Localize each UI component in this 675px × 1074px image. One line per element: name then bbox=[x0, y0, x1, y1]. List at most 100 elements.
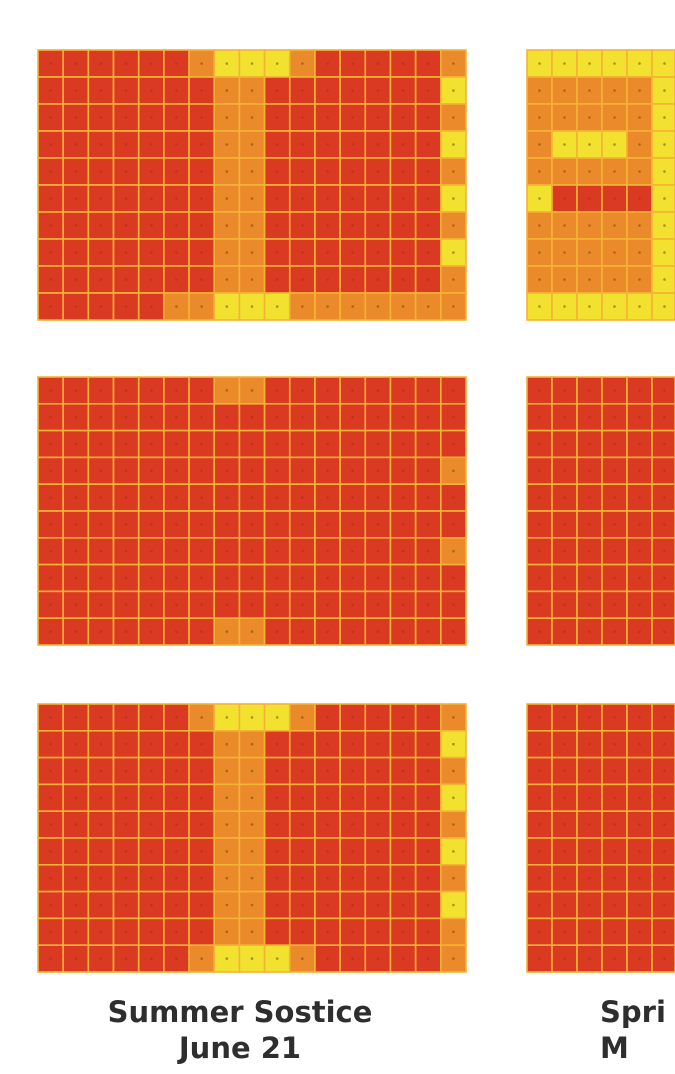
grid-cell-marker bbox=[663, 224, 666, 227]
grid-cell-marker bbox=[613, 576, 616, 580]
grid-cell-marker bbox=[638, 549, 641, 553]
grid-cell-marker bbox=[663, 251, 666, 254]
grid-cell-marker bbox=[613, 116, 616, 119]
grid-cell-marker bbox=[326, 630, 329, 633]
grid-cell-marker bbox=[563, 442, 566, 446]
grid-cell-marker bbox=[175, 630, 178, 633]
grid-cell-marker bbox=[351, 143, 355, 146]
grid-cell-marker bbox=[376, 769, 380, 773]
grid-cell-marker bbox=[175, 170, 178, 173]
grid-cell-marker bbox=[588, 630, 591, 633]
grid-cell-marker bbox=[538, 523, 541, 526]
grid-cell-marker bbox=[538, 496, 541, 499]
grid-cell-marker bbox=[149, 278, 153, 281]
grid-cell-marker bbox=[200, 850, 203, 853]
grid-cell-marker bbox=[638, 576, 641, 580]
grid-cell-marker bbox=[351, 251, 355, 254]
grid-cell-marker bbox=[426, 496, 430, 499]
grid-cell-marker bbox=[426, 850, 430, 853]
grid-cell-marker bbox=[588, 850, 591, 853]
grid-cell-marker bbox=[588, 251, 591, 254]
grid-cell-marker bbox=[588, 742, 591, 746]
grid-cell-marker bbox=[376, 742, 380, 746]
grid-cell-marker bbox=[538, 251, 541, 254]
grid-cell-marker bbox=[613, 957, 616, 960]
grid-cell-marker bbox=[452, 769, 455, 773]
grid-cell-marker bbox=[49, 957, 52, 960]
grid-cell-marker bbox=[401, 62, 405, 65]
grid-cell-marker bbox=[638, 496, 641, 499]
grid-cell-marker bbox=[426, 251, 430, 254]
grid-cell-marker bbox=[452, 389, 455, 392]
grid-cell-marker bbox=[275, 305, 279, 308]
grid-cell-marker bbox=[638, 823, 641, 826]
grid-cell-marker bbox=[250, 415, 254, 419]
grid-cell bbox=[389, 483, 417, 512]
grid-cell-marker bbox=[149, 469, 153, 473]
grid-cell-marker bbox=[99, 796, 103, 800]
grid-cell-marker bbox=[426, 305, 430, 308]
grid-cell-marker bbox=[124, 876, 128, 880]
grid-cell-marker bbox=[49, 742, 52, 746]
grid-cell-marker bbox=[638, 389, 641, 392]
grid-cell-marker bbox=[401, 549, 405, 553]
grid-cell-marker bbox=[638, 89, 641, 92]
grid-cell-marker bbox=[638, 469, 641, 473]
grid-cell-marker bbox=[538, 823, 541, 826]
grid-cell-marker bbox=[588, 523, 591, 526]
grid-cell-marker bbox=[426, 224, 430, 227]
grid-cell-marker bbox=[638, 796, 641, 800]
grid-cell-marker bbox=[351, 389, 355, 392]
grid-cell-marker bbox=[225, 742, 229, 746]
grid-cell-marker bbox=[613, 143, 616, 146]
grid-cell-marker bbox=[663, 305, 666, 308]
grid-cell-marker bbox=[175, 742, 178, 746]
grid-cell-marker bbox=[175, 89, 178, 92]
grid-cell-marker bbox=[74, 576, 78, 580]
grid-cell-marker bbox=[426, 603, 430, 607]
grid-cell-marker bbox=[538, 957, 541, 960]
grid-cell-marker bbox=[452, 278, 455, 281]
grid-cell bbox=[112, 402, 140, 432]
grid-cell-marker bbox=[326, 442, 329, 446]
grid-cell-marker bbox=[49, 716, 52, 719]
grid-cell-marker bbox=[426, 823, 430, 826]
grid-cell-marker bbox=[200, 742, 203, 746]
grid-cell-marker bbox=[351, 850, 355, 853]
grid-cell-marker bbox=[613, 716, 616, 719]
grid-cell-marker bbox=[74, 769, 78, 773]
grid-cell-marker bbox=[351, 170, 355, 173]
grid-cell-marker bbox=[175, 549, 178, 553]
grid-cell-marker bbox=[301, 876, 304, 880]
grid-cell-marker bbox=[326, 469, 329, 473]
grid-cell-marker bbox=[275, 796, 279, 800]
grid-cell-marker bbox=[149, 603, 153, 607]
grid-cell-marker bbox=[538, 224, 541, 227]
grid-cell-marker bbox=[351, 116, 355, 119]
grid-cell-marker bbox=[452, 224, 455, 227]
grid-cell-marker bbox=[638, 603, 641, 607]
grid-cell-marker bbox=[538, 742, 541, 746]
grid-cell-marker bbox=[588, 389, 591, 392]
grid-cell-marker bbox=[663, 630, 666, 633]
grid-cell-marker bbox=[376, 930, 380, 934]
grid-cell-marker bbox=[149, 930, 153, 934]
grid-cell-marker bbox=[74, 523, 78, 526]
grid-cell-marker bbox=[301, 823, 304, 826]
grid-cell-marker bbox=[74, 89, 78, 92]
grid-cell-marker bbox=[200, 442, 203, 446]
grid-cell-marker bbox=[74, 278, 78, 281]
grid-cell-marker bbox=[149, 305, 153, 308]
grid-cell-marker bbox=[401, 742, 405, 746]
grid-cell-marker bbox=[250, 769, 254, 773]
grid-cell-marker bbox=[175, 523, 178, 526]
grid-cell-marker bbox=[175, 716, 178, 719]
grid-cell-marker bbox=[74, 415, 78, 419]
grid-cell-marker bbox=[663, 116, 666, 119]
grid-cell-marker bbox=[452, 143, 455, 146]
grid-cell-marker bbox=[225, 197, 229, 200]
grid-cell-marker bbox=[351, 716, 355, 719]
grid-cell-marker bbox=[250, 957, 254, 960]
grid-cell-marker bbox=[49, 116, 52, 119]
